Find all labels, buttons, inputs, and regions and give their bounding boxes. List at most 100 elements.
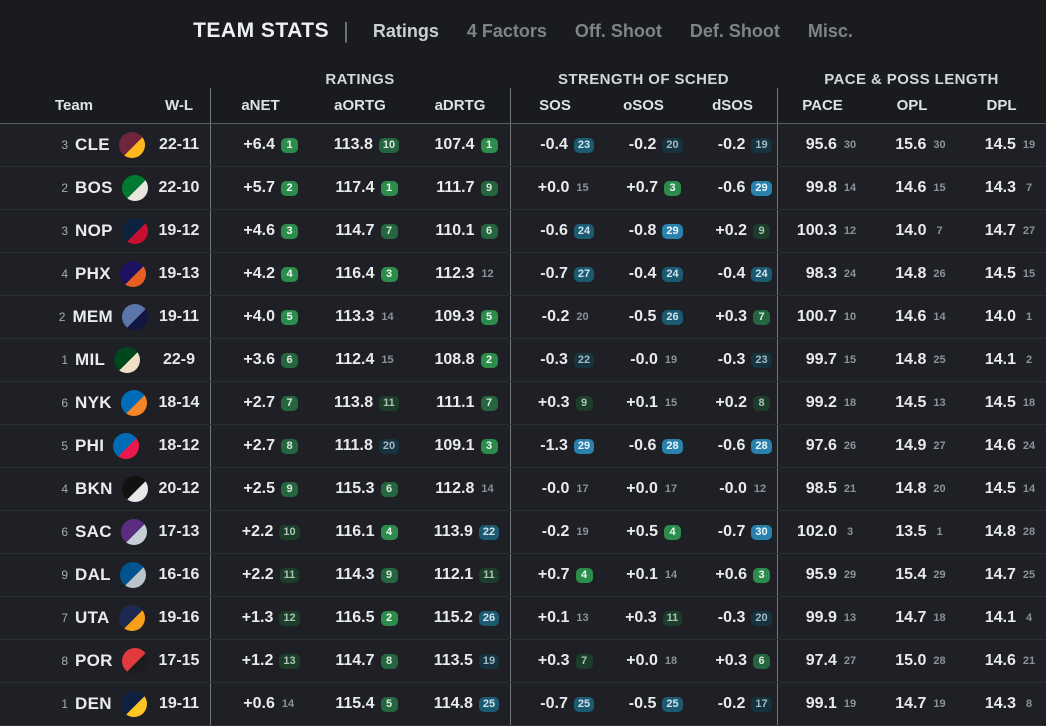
- stat-rank-badge: 1: [380, 180, 398, 196]
- stat-cell: -0.6 29: [688, 167, 777, 209]
- stat-cell: -0.7 27: [510, 253, 599, 295]
- stat-rank-badge: 27: [1022, 224, 1036, 237]
- team-row-uta[interactable]: 7 UTA 19-16 +1.3 12 116.5 2 115.2 26 +0.1 13 +0.3 11…: [0, 597, 1046, 640]
- tab-def-shoot[interactable]: Def. Shoot: [689, 20, 780, 41]
- stat-value: -0.4: [717, 265, 746, 282]
- team-row-cle[interactable]: 3 CLE 22-11 +6.4 1 113.8 10 107.4 1 -0.4 23 -0.2 20-…: [0, 124, 1046, 167]
- column-header-aortg[interactable]: aORTG: [334, 97, 386, 114]
- tab-4-factors[interactable]: 4 Factors: [466, 20, 547, 41]
- stat-value: -0.2: [628, 136, 657, 153]
- stat-rank-badge: 24: [751, 266, 772, 282]
- team-row-phi[interactable]: 5 PHI 18-12 +2.7 8 111.8 20 109.1 3 -1.3 29 -0.6 28-…: [0, 425, 1046, 468]
- stat-rank-badge: 19: [933, 697, 946, 710]
- stat-cell: 102.0 3: [777, 511, 867, 553]
- stat-rank-badge: 29: [843, 568, 857, 581]
- stat-value: 14.8: [895, 480, 927, 497]
- stat-value: 14.7: [895, 609, 927, 626]
- team-row-bos[interactable]: 2 BOS 22-10 +5.7 2 117.4 1 111.7 9 +0.0 15 +0.7 3 -0.…: [0, 167, 1046, 210]
- stat-rank-badge: 18: [933, 611, 946, 624]
- stat-cell: -0.4 24: [688, 253, 777, 295]
- stat-rank-badge: 8: [281, 438, 298, 454]
- stat-value: -0.2: [541, 308, 570, 325]
- seed-number: 6: [61, 525, 68, 539]
- stat-rank-badge: 15: [933, 181, 946, 194]
- team-logo: [118, 132, 145, 158]
- stat-rank-badge: 27: [843, 654, 857, 667]
- column-header-dpl[interactable]: DPL: [986, 97, 1017, 114]
- column-header-pace[interactable]: PACE: [777, 88, 867, 123]
- column-header-adrtg[interactable]: aDRTG: [434, 97, 486, 114]
- column-header-osos[interactable]: oSOS: [623, 97, 664, 114]
- stat-value: 114.8: [433, 695, 473, 712]
- stat-value: +0.0: [537, 179, 570, 196]
- stat-rank-badge: 14: [664, 568, 678, 581]
- stat-cell: 113.9 22: [410, 511, 510, 553]
- stat-value: +0.7: [626, 179, 658, 196]
- stat-cell: +0.5 4: [599, 511, 688, 553]
- team-row-phx[interactable]: 4 PHX 19-13 +4.2 4 116.4 3 112.3 12 -0.7 27 -0.4 24-…: [0, 253, 1046, 296]
- stat-rank-badge: 10: [279, 524, 300, 540]
- team-row-nop[interactable]: 3 NOP 19-12 +4.6 3 114.7 7 110.1 6 -0.6 24 -0.8 29 +0…: [0, 210, 1046, 253]
- seed-number: 2: [61, 181, 68, 195]
- stat-rank-badge: 19: [1022, 138, 1036, 151]
- stat-value: +6.4: [243, 136, 275, 153]
- stat-value: +5.7: [243, 179, 275, 196]
- team-row-den[interactable]: 1 DEN 19-11 +0.6 14 115.4 5 114.8 25 -0.7 25 -0.5 25…: [0, 683, 1046, 726]
- column-header-dsos[interactable]: dSOS: [712, 97, 753, 114]
- team-row-dal[interactable]: 9 DAL 16-16 +2.2 11 114.3 9 112.1 11 +0.7 4 +0.1 14 +…: [0, 554, 1046, 597]
- stat-rank-badge: 3: [480, 438, 498, 454]
- team-row-bkn[interactable]: 4 BKN 20-12 +2.5 9 115.3 6 112.8 14 -0.0 17 +0.0 17-…: [0, 468, 1046, 511]
- stat-cell: 111.7 9: [410, 167, 510, 209]
- column-header-sos[interactable]: SOS: [510, 88, 599, 123]
- team-row-nyk[interactable]: 6 NYK 18-14 +2.7 7 113.8 11 111.1 7 +0.3 9 +0.1 15 +0…: [0, 382, 1046, 425]
- team-logo: [121, 648, 148, 674]
- seed-number: 2: [58, 310, 66, 324]
- team-cell: 9 DAL: [0, 554, 148, 596]
- team-row-por[interactable]: 8 POR 17-15 +1.2 13 114.7 8 113.5 19 +0.3 7 +0.0 18 +…: [0, 640, 1046, 683]
- stat-value: -0.7: [717, 523, 746, 540]
- stat-cell: -0.2 20: [599, 124, 688, 166]
- team-row-mem[interactable]: 2 MEM 19-11 +4.0 5 113.3 14 109.3 5 -0.2 20 -0.5 26 +…: [0, 296, 1046, 339]
- stat-rank-badge: 15: [381, 353, 394, 366]
- record-cell: 20-12: [148, 468, 210, 510]
- stat-value: 113.8: [333, 136, 373, 153]
- stat-rank-badge: 6: [753, 653, 770, 669]
- team-row-sac[interactable]: 6 SAC 17-13 +2.2 10 116.1 4 113.9 22 -0.2 19 +0.5 4-…: [0, 511, 1046, 554]
- tab-off-shoot[interactable]: Off. Shoot: [574, 20, 662, 41]
- stat-value: -0.5: [628, 695, 657, 712]
- stat-rank-badge: 4: [281, 266, 298, 282]
- stat-value: 113.3: [335, 308, 375, 325]
- stat-rank-badge: 30: [843, 138, 857, 151]
- stat-rank-badge: 30: [933, 138, 946, 151]
- group-header-strength-of-sched: STRENGTH OF SCHED: [558, 71, 729, 88]
- stat-cell: 14.1 4: [957, 597, 1046, 639]
- team-abbr: NYK: [75, 393, 112, 412]
- stat-cell: 98.3 24: [777, 253, 867, 295]
- stat-value: 14.1: [984, 609, 1016, 626]
- stat-cell: +0.2 8: [688, 382, 777, 424]
- stat-rank-badge: 13: [843, 611, 857, 624]
- stat-rank-badge: 18: [664, 654, 678, 667]
- tab-misc[interactable]: Misc.: [807, 20, 853, 41]
- stat-cell: 14.6 21: [957, 640, 1046, 682]
- stat-value: 97.4: [805, 652, 837, 669]
- stat-cell: +2.5 9: [210, 468, 310, 510]
- column-header-anet[interactable]: aNET: [210, 88, 310, 123]
- seed-number: 4: [61, 267, 68, 281]
- tab-ratings[interactable]: Ratings: [372, 20, 439, 41]
- seed-number: 7: [61, 611, 68, 625]
- stat-rank-badge: 11: [279, 567, 300, 583]
- stat-rank-badge: 22: [478, 524, 500, 540]
- stat-cell: 114.7 7: [310, 210, 410, 252]
- stat-value: 14.5: [984, 480, 1016, 497]
- stat-cell: +0.1 13: [510, 597, 599, 639]
- team-abbr: SAC: [75, 522, 112, 541]
- stat-cell: +0.3 6: [688, 640, 777, 682]
- stat-cell: 110.1 6: [410, 210, 510, 252]
- stat-rank-badge: 24: [843, 267, 857, 280]
- seed-number: 3: [61, 224, 68, 238]
- stat-cell: +4.6 3: [210, 210, 310, 252]
- stat-cell: 112.8 14: [410, 468, 510, 510]
- column-header-opl[interactable]: OPL: [896, 97, 928, 114]
- team-row-mil[interactable]: 1 MIL 22-9 +3.6 6 112.4 15 108.8 2 -0.3 22 -0.0 19 -0…: [0, 339, 1046, 382]
